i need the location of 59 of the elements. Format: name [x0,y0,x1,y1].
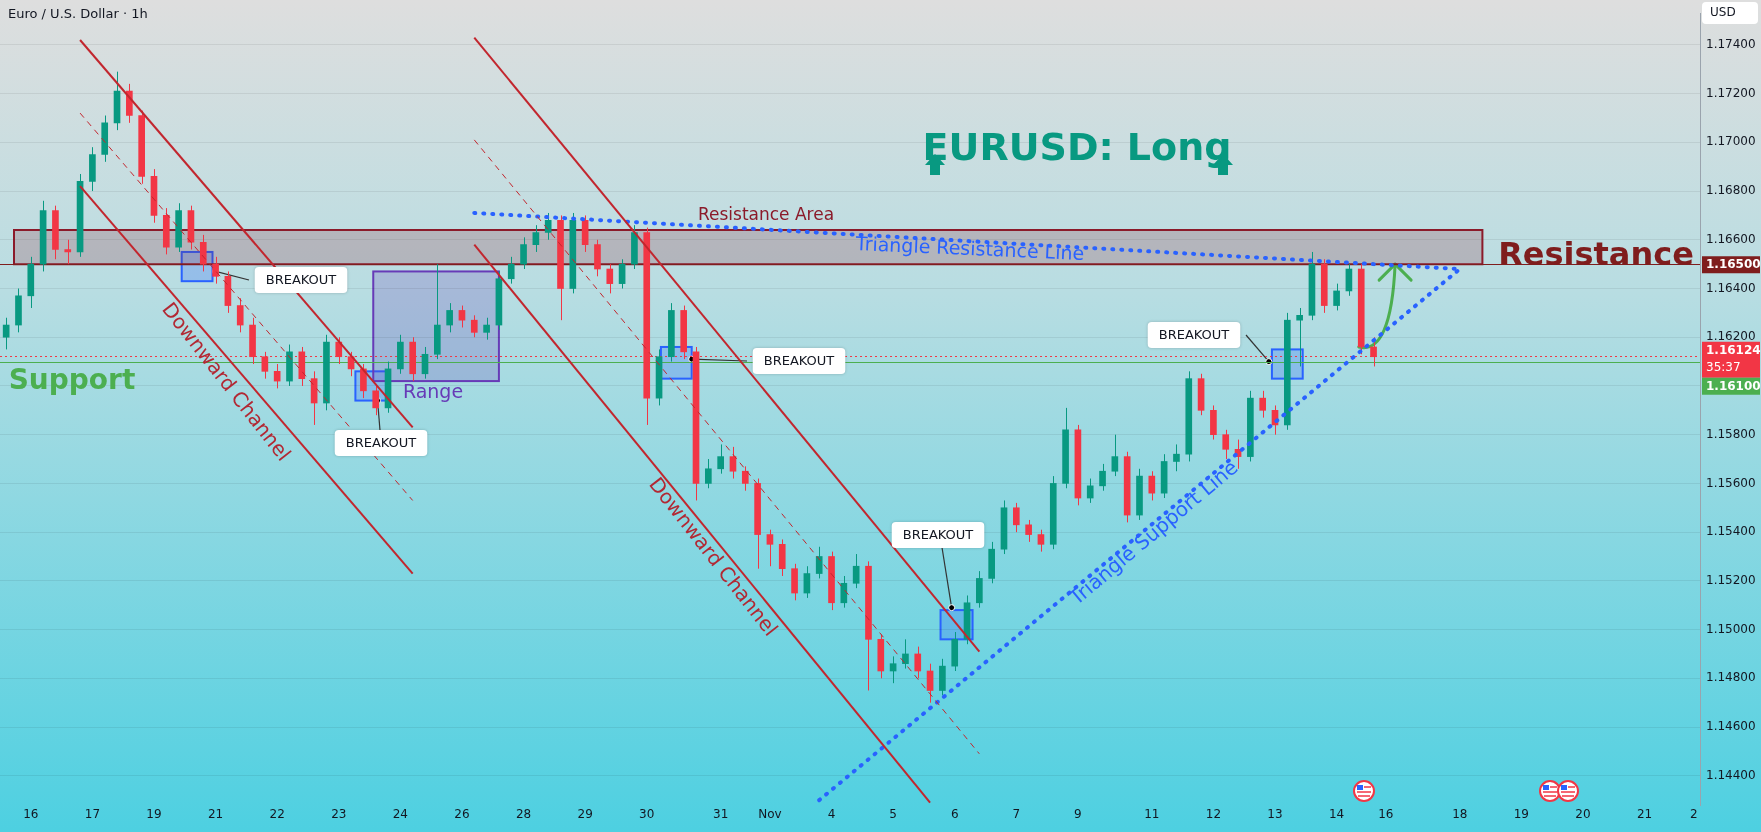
ref-line-label: 1.16100 [1706,378,1761,393]
ref-line-label: 1.16124 [1706,342,1761,357]
x-tick-label: 4 [827,807,836,822]
x-tick-label: 9 [1074,807,1082,822]
y-tick-label: 1.15400 [1706,524,1756,539]
annotation: BREAKOUT [345,435,417,451]
x-tick-label: 5 [889,807,897,822]
x-tick-label: 18 [1452,807,1468,822]
annotation: BREAKOUT [902,527,974,543]
x-tick-label: 21 [207,807,224,822]
annotation: Support [8,363,136,397]
x-tick-label: 22 [269,807,285,822]
x-tick-label: 24 [392,807,408,822]
x-tick-label: 30 [639,807,655,822]
chart-title: Euro / U.S. Dollar · 1h [8,6,148,22]
annotation: BREAKOUT [1158,327,1230,343]
band-label: Resistance Area [697,203,835,224]
y-tick-label: 1.16200 [1706,329,1756,344]
x-tick-label: 31 [713,807,729,822]
x-tick-label: Nov [758,807,782,822]
y-tick-label: 1.15200 [1706,572,1756,587]
x-tick-label: 21 [1636,807,1653,822]
x-tick-label: 20 [1575,807,1591,822]
annotation: Resistance [1498,235,1694,274]
text: 35:37 [1706,359,1741,374]
x-tick-label: 16 [1378,807,1394,822]
x-tick-label: 14 [1328,807,1345,822]
x-tick-label: 28 [515,807,532,822]
y-tick-label: 1.14400 [1706,767,1756,782]
annotation: Triangle Resistance Line [854,231,1085,264]
y-tick-label: 1.15800 [1706,426,1756,441]
x-tick-label: 11 [1144,807,1160,822]
annotation: BREAKOUT [265,272,337,288]
ref-line-label: 1.16500 [1706,257,1761,272]
x-tick-label: 23 [331,807,347,822]
y-tick-label: 1.14600 [1706,719,1756,734]
x-tick-label: 6 [950,807,959,822]
x-tick-label: 26 [454,807,470,822]
text: USD [1710,5,1736,20]
y-tick-label: 1.17400 [1706,37,1756,51]
x-tick-label: 16 [23,807,39,822]
x-tick-label: 29 [577,807,593,822]
annotation: Range [402,379,464,402]
x-tick-label: 7 [1012,807,1021,822]
annotation: BREAKOUT [763,353,835,369]
y-tick-label: 1.14800 [1706,670,1756,685]
y-tick-label: 1.15600 [1706,475,1756,490]
x-tick-label: 19 [146,807,162,822]
x-tick-label: 12 [1205,807,1222,822]
y-tick-label: 1.16400 [1706,280,1756,295]
x-tick-label: 2 [1690,807,1698,822]
y-tick-label: 1.16600 [1706,231,1756,246]
y-tick-label: 1.17000 [1706,134,1756,149]
x-tick-label: 13 [1267,807,1283,822]
x-tick-label: 19 [1513,807,1530,822]
y-tick-label: 1.16800 [1706,183,1756,198]
y-tick-label: 1.17200 [1706,85,1756,100]
y-tick-label: 1.15000 [1706,621,1756,636]
x-tick-label: 17 [84,807,101,822]
